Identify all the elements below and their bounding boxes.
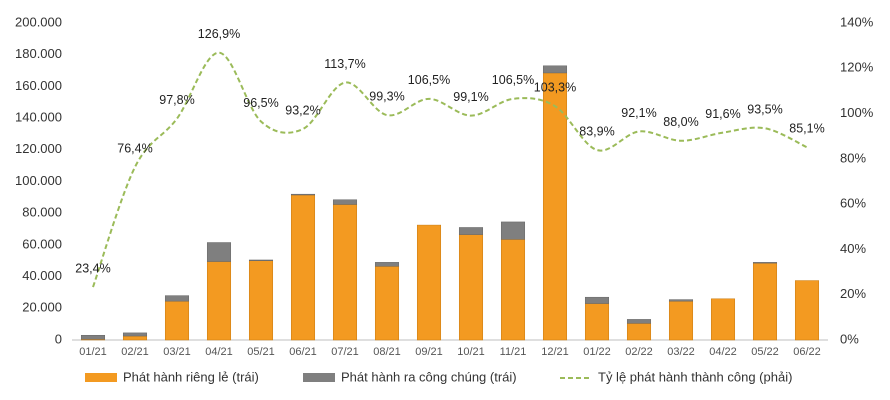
data-label: 83,9% (579, 124, 614, 138)
y-tick-label: 200.000 (15, 14, 62, 29)
bar (206, 261, 232, 341)
data-label: 92,1% (621, 106, 656, 120)
y-tick-label: 0 (55, 331, 62, 346)
bar (584, 303, 610, 341)
data-label: 96,5% (243, 96, 278, 110)
bar (626, 319, 652, 324)
bar (584, 296, 610, 304)
bar (458, 227, 484, 235)
bar (80, 334, 106, 340)
legend-swatch (85, 373, 117, 382)
x-tick-label: 08/21 (373, 346, 401, 358)
y2-tick-label: 0% (840, 331, 859, 346)
bar (752, 262, 778, 264)
data-label: 97,8% (159, 93, 194, 107)
bar (668, 300, 694, 341)
y2-tick-label: 100% (840, 105, 874, 120)
bar (248, 260, 274, 341)
bar (332, 204, 358, 341)
bar (710, 298, 736, 341)
legend-swatch (303, 373, 335, 382)
data-label: 99,3% (369, 89, 404, 103)
bar (500, 221, 526, 240)
data-label: 88,0% (663, 115, 698, 129)
bar (374, 262, 400, 267)
data-label: 99,1% (453, 90, 488, 104)
y-tick-label: 40.000 (22, 268, 62, 283)
line (92, 51, 808, 288)
data-label: 93,2% (285, 103, 320, 117)
legend-label: Phát hành ra công chúng (trái) (341, 369, 517, 384)
data-label: 23,4% (75, 261, 110, 275)
y2-tick-label: 80% (840, 150, 866, 165)
x-tick-label: 04/22 (709, 346, 737, 358)
x-tick-label: 02/22 (625, 346, 653, 358)
legend-label: Tỷ lệ phát hành thành công (phải) (598, 369, 792, 384)
y-tick-label: 180.000 (15, 46, 62, 61)
y2-tick-label: 120% (840, 60, 874, 75)
y-tick-label: 120.000 (15, 141, 62, 156)
bar (374, 266, 400, 341)
bar (164, 300, 190, 341)
y-tick-label: 20.000 (22, 300, 62, 315)
bar (500, 239, 526, 341)
x-tick-label: 03/21 (163, 346, 191, 358)
bar (290, 193, 316, 196)
data-label: 126,9% (198, 27, 240, 41)
bar (458, 234, 484, 341)
x-tick-label: 10/21 (457, 346, 485, 358)
x-tick-label: 05/21 (247, 346, 275, 358)
bar (542, 65, 568, 74)
x-tick-label: 02/21 (121, 346, 149, 358)
y-tick-label: 160.000 (15, 78, 62, 93)
y2-tick-label: 20% (840, 286, 866, 301)
legend-label: Phát hành riêng lẻ (trái) (123, 369, 259, 384)
x-tick-label: 09/21 (415, 346, 443, 358)
bar (248, 259, 274, 261)
y-tick-label: 140.000 (15, 110, 62, 125)
x-tick-label: 03/22 (667, 346, 695, 358)
data-label: 103,3% (534, 80, 576, 94)
x-tick-label: 01/22 (583, 346, 611, 358)
data-label: 93,5% (747, 103, 782, 117)
x-tick-label: 06/22 (793, 346, 821, 358)
bar (290, 194, 316, 341)
data-label: 85,1% (789, 122, 824, 136)
x-tick-label: 05/22 (751, 346, 779, 358)
x-tick-label: 07/21 (331, 346, 359, 358)
data-label: 106,5% (492, 73, 534, 87)
bar (122, 332, 148, 337)
y-tick-label: 100.000 (15, 173, 62, 188)
y2-tick-label: 40% (840, 241, 866, 256)
x-tick-label: 01/21 (79, 346, 107, 358)
bar (668, 299, 694, 302)
y2-tick-label: 140% (840, 14, 874, 29)
y-tick-label: 60.000 (22, 236, 62, 251)
data-label: 113,7% (324, 57, 365, 71)
x-tick-label: 06/21 (289, 346, 317, 358)
bar (794, 280, 820, 341)
x-tick-label: 12/21 (541, 346, 569, 358)
y2-tick-label: 60% (840, 196, 866, 211)
data-label: 106,5% (408, 73, 450, 87)
data-label: 91,6% (705, 107, 740, 121)
x-tick-label: 04/21 (205, 346, 233, 358)
bar (164, 295, 190, 302)
bar (626, 323, 652, 341)
bar (416, 224, 442, 341)
data-label: 76,4% (117, 141, 152, 155)
bar (122, 335, 148, 341)
bar (752, 262, 778, 341)
bar (332, 199, 358, 205)
x-tick-label: 11/21 (500, 346, 527, 358)
bar (206, 242, 232, 262)
y-tick-label: 80.000 (22, 205, 62, 220)
